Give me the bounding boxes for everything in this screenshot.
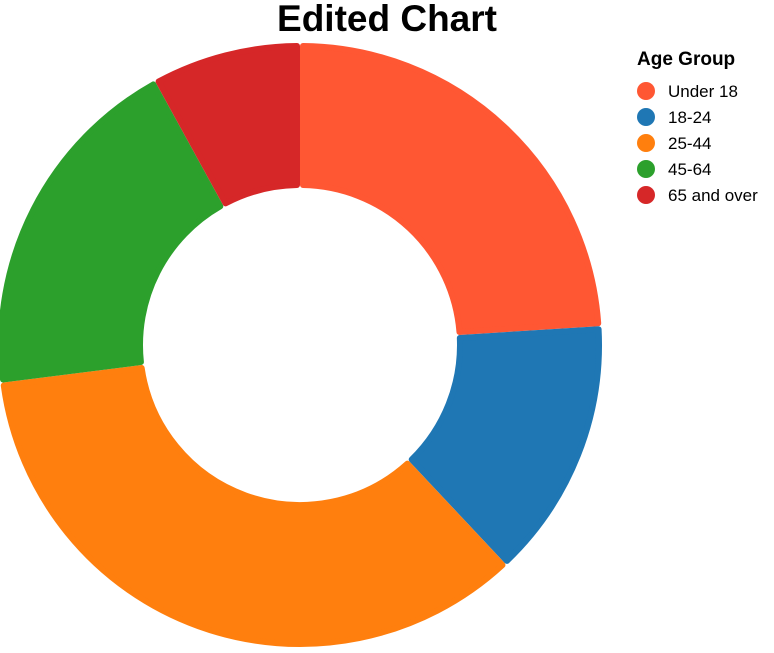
legend-items: Under 18 18-24 25-44 45-64 65 and over bbox=[637, 82, 758, 205]
legend-label: 45-64 bbox=[668, 160, 711, 179]
slice-18-24 bbox=[408, 326, 602, 564]
legend-label: Under 18 bbox=[668, 82, 738, 101]
donut-slices bbox=[0, 43, 602, 647]
legend-item-45-64: 45-64 bbox=[637, 160, 711, 179]
legend: Age Group Under 18 18-24 25-44 45-64 65 and … bbox=[637, 49, 758, 205]
legend-label: 25-44 bbox=[668, 134, 711, 153]
legend-title: Age Group bbox=[637, 49, 735, 70]
slice-under-18 bbox=[300, 43, 602, 335]
legend-swatch bbox=[637, 82, 655, 100]
legend-item-25-44: 25-44 bbox=[637, 134, 711, 153]
legend-label: 18-24 bbox=[668, 108, 711, 127]
legend-swatch bbox=[637, 108, 655, 126]
legend-item-18-24: 18-24 bbox=[637, 108, 711, 127]
legend-swatch bbox=[637, 160, 655, 178]
slice-65-and-over bbox=[155, 43, 300, 207]
legend-item-65-and-over: 65 and over bbox=[637, 186, 758, 205]
slice-45-64 bbox=[0, 81, 224, 383]
legend-label: 65 and over bbox=[668, 186, 758, 205]
legend-swatch bbox=[637, 186, 655, 204]
legend-swatch bbox=[637, 134, 655, 152]
chart-title: Edited Chart bbox=[277, 0, 497, 39]
legend-item-under-18: Under 18 bbox=[637, 82, 738, 101]
slice-25-44 bbox=[0, 365, 506, 647]
